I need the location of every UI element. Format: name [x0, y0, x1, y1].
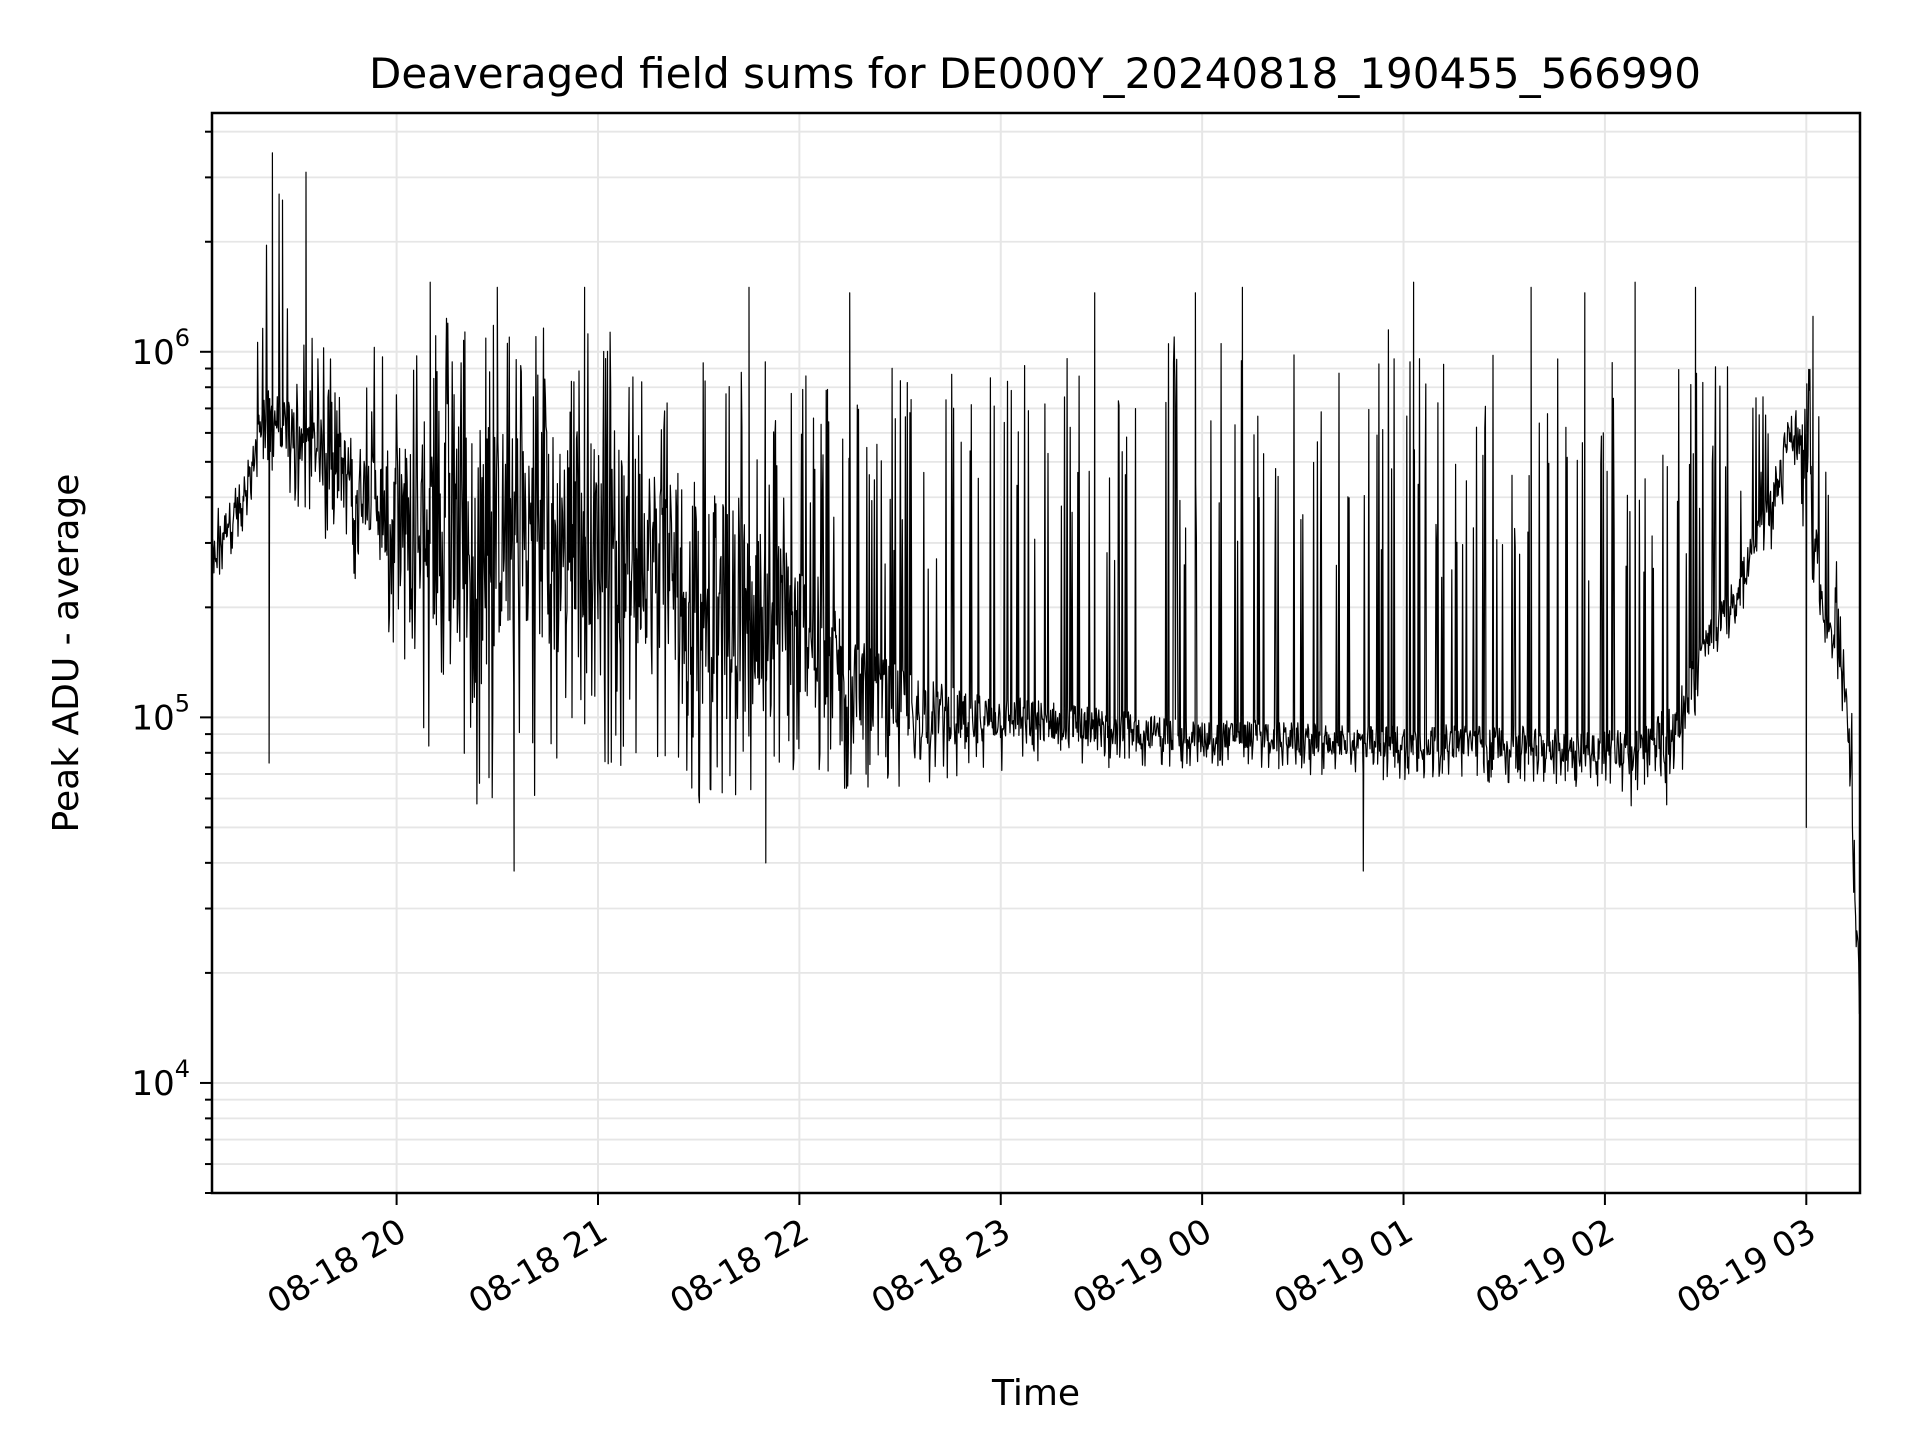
y-tick-label: 105	[131, 689, 190, 738]
axes-frame	[210, 111, 1862, 1195]
y-tick-label: 104	[131, 1055, 190, 1104]
series-line	[211, 152, 1861, 1015]
x-axis-label: Time	[991, 1373, 1080, 1414]
plot-area	[211, 152, 1861, 1015]
chart-title: Deaveraged field sums for DE000Y_2024081…	[369, 49, 1701, 98]
y-axis: 104 105 106	[131, 130, 212, 1194]
y-axis-label: Peak ADU - average	[46, 474, 87, 833]
y-tick-label: 106	[131, 324, 190, 373]
